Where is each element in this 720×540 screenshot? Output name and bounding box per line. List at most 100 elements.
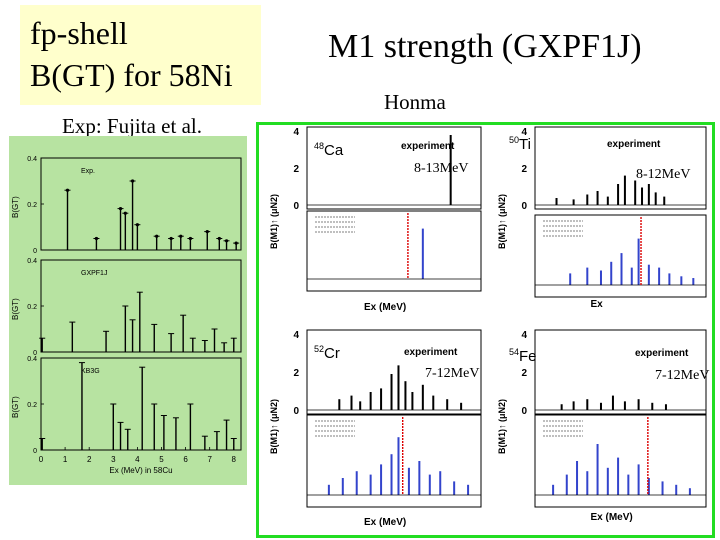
title-line-1: fp-shell	[30, 15, 128, 51]
m1-theory-bar	[552, 484, 555, 495]
m1-theory-bar	[675, 484, 678, 495]
bgt-xtick-label: 7	[207, 455, 212, 464]
m1-exp-bar	[555, 198, 558, 205]
m1-theory-bar	[680, 276, 683, 285]
m1-xlabel: Ex	[591, 299, 604, 310]
m1-title: M1 strength (GXPF1J)	[328, 28, 642, 65]
m1-theory-bar	[453, 481, 456, 495]
m1-theory-bar	[647, 478, 650, 495]
m1-exp-bar	[586, 399, 589, 410]
bgt-exp-marker	[118, 207, 123, 211]
m1-figure: 4 2 0 B(M1)↑ (μN2) 48Ca experiment Ex (MeV) 4 2 0…	[269, 126, 707, 528]
m1-ytick-label: 2	[521, 164, 527, 175]
m1-theory-bar	[390, 454, 393, 495]
bgt-xtick-label: 8	[232, 455, 237, 464]
m1-ytick-label: 0	[293, 201, 299, 212]
m1-theory-bar	[586, 267, 589, 285]
m1-exp-bar	[654, 192, 657, 205]
bgt-exp-marker	[224, 239, 229, 243]
m1-legend-label: experiment	[635, 348, 689, 359]
m1-exp-bar	[664, 404, 667, 410]
bgt-ytick-label: 0	[33, 448, 37, 455]
bgt-xtick-label: 0	[39, 455, 44, 464]
m1-theory-bar	[341, 478, 344, 495]
bgt-panel-label: GXPF1J	[81, 270, 107, 277]
m1-xlabel: Ex (MeV)	[364, 517, 406, 528]
m1-ytick-label: 2	[521, 368, 527, 379]
bgt-figure-panel: 0.4 0.2 0 Exp. B(GT) 0.4 0.2 0 GXPF1J B(GT) 0.4 0.2…	[9, 136, 247, 485]
m1-theory-bar	[407, 467, 410, 495]
m1-exp-bar	[572, 199, 575, 205]
bgt-xtick-label: 6	[183, 455, 188, 464]
m1-exp-bar	[432, 395, 435, 410]
m1-exp-bar	[369, 392, 372, 410]
m1-theory-bar	[606, 467, 609, 495]
bgt-exp-marker	[135, 223, 139, 227]
m1-exp-frame	[534, 126, 707, 210]
energy-label-ca48: 8-13MeV	[414, 161, 469, 176]
m1-exp-bar	[350, 395, 353, 410]
energy-label-ti50: 8-12MeV	[636, 167, 691, 182]
m1-theory-bar	[617, 457, 620, 495]
energy-label-cr52: 7-12MeV	[425, 366, 480, 381]
bgt-ylabel: B(GT)	[11, 396, 20, 418]
bgt-exp-marker	[217, 236, 221, 241]
bgt-exp-marker	[188, 236, 192, 241]
bgt-figure: 0.4 0.2 0 Exp. B(GT) 0.4 0.2 0 GXPF1J B(GT) 0.4 0.2…	[11, 156, 242, 475]
m1-theory-bar	[327, 484, 330, 495]
bgt-ytick-label: 0.4	[27, 258, 37, 265]
bgt-xtick-label: 1	[63, 455, 68, 464]
bgt-xtick-label: 2	[87, 455, 92, 464]
bgt-exp-marker	[205, 230, 209, 234]
bgt-panel-frame	[40, 357, 242, 451]
m1-exp-bar	[460, 402, 463, 410]
m1-exp-bar	[359, 401, 362, 410]
m1-theory-bar	[661, 481, 664, 495]
m1-nucleus-label: 50Ti	[509, 135, 531, 153]
m1-ytick-label: 0	[293, 406, 299, 417]
m1-theory-bar	[647, 264, 650, 285]
bgt-ytick-label: 0.2	[27, 402, 37, 409]
m1-ylabel: B(M1)↑ (μN2)	[269, 399, 279, 454]
m1-theory-bar	[355, 471, 358, 495]
bgt-ytick-label: 0.2	[27, 304, 37, 311]
bgt-xtick-label: 3	[111, 455, 116, 464]
m1-theory-bar	[688, 488, 691, 495]
m1-theory-frame	[306, 414, 482, 508]
author-label: Honma	[384, 90, 446, 114]
m1-exp-frame	[534, 329, 707, 415]
m1-exp-bar	[637, 399, 640, 410]
bgt-exp-marker	[130, 179, 135, 183]
m1-exp-bar	[606, 196, 609, 205]
m1-ytick-label: 4	[293, 330, 299, 341]
m1-theory-bar	[369, 474, 372, 495]
m1-exp-bar	[449, 135, 452, 205]
bgt-exp-marker	[169, 236, 173, 241]
m1-theory-bar	[630, 267, 633, 285]
m1-theory-bar	[610, 261, 613, 285]
m1-exp-bar	[338, 399, 341, 410]
m1-nucleus-label: 52Cr	[314, 344, 340, 362]
m1-exp-frame	[306, 329, 482, 415]
m1-theory-bar	[576, 461, 579, 495]
m1-theory-frame	[306, 210, 482, 292]
bgt-panel-label: KB3G	[81, 368, 100, 375]
m1-theory-bar	[565, 474, 568, 495]
m1-exp-bar	[623, 401, 626, 410]
m1-theory-bar	[627, 474, 630, 495]
m1-ytick-label: 0	[521, 406, 527, 417]
m1-theory-frame	[534, 414, 707, 508]
m1-ylabel: B(M1)↑ (μN2)	[497, 399, 507, 454]
bgt-panel-frame	[40, 157, 242, 251]
m1-theory-bar	[692, 278, 695, 285]
m1-figure-area: 4 2 0 B(M1)↑ (μN2) 48Ca experiment Ex (MeV) 4 2 0…	[259, 125, 712, 535]
m1-exp-bar	[572, 401, 575, 410]
m1-exp-frame	[306, 126, 482, 210]
m1-theory-bar	[418, 461, 421, 495]
m1-exp-bar	[599, 402, 602, 410]
m1-exp-bar	[421, 384, 424, 410]
m1-exp-bar	[641, 187, 644, 205]
bgt-panel-label: Exp.	[81, 168, 95, 175]
exp-reference: Exp: Fujita et al.	[62, 114, 202, 138]
bgt-exp-marker	[94, 236, 99, 241]
